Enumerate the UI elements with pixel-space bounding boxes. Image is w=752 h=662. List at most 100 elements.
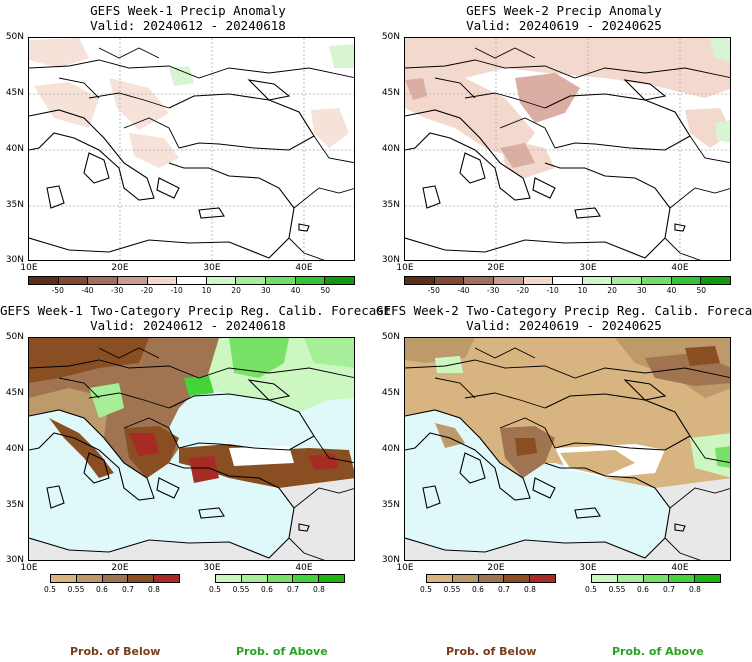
colorbar-label: 0.8 bbox=[524, 585, 536, 594]
lat-label: 40N bbox=[5, 444, 24, 454]
colorbar-label: -30 bbox=[487, 286, 500, 295]
lat-label: 30N bbox=[5, 255, 24, 265]
colorbar-swatch bbox=[553, 277, 583, 284]
colorbar-label: 0.8 bbox=[148, 585, 160, 594]
borders bbox=[405, 347, 730, 560]
colorbar-label: 0.6 bbox=[96, 585, 108, 594]
colorbar-label: 10 bbox=[201, 286, 212, 295]
panel-title: GEFS Week-2 Two-Category Precip Reg. Cal… bbox=[376, 303, 752, 318]
colorbar-label: 0.5 bbox=[420, 585, 432, 594]
anomaly-map bbox=[28, 37, 355, 261]
dry-anomaly-patches bbox=[405, 38, 730, 178]
panel-week1-anomaly: GEFS Week-1 Precip Anomaly Valid: 202406… bbox=[0, 0, 376, 300]
colorbar-label: 0.6 bbox=[261, 585, 273, 594]
lat-label: 35N bbox=[381, 500, 400, 510]
colorbar-swatch bbox=[76, 575, 103, 582]
lat-label: 30N bbox=[381, 255, 400, 265]
colorbar-label: 0.7 bbox=[287, 585, 299, 594]
probability-map bbox=[404, 337, 731, 561]
anomaly-map-svg bbox=[29, 38, 354, 260]
colorbar-swatch bbox=[51, 575, 77, 582]
colorbar-label: 0.7 bbox=[122, 585, 134, 594]
lat-label: 45N bbox=[5, 388, 24, 398]
colorbar-swatch bbox=[88, 277, 118, 284]
lon-label: 20E bbox=[111, 263, 129, 273]
colorbar-swatch bbox=[612, 277, 643, 284]
lon-label: 20E bbox=[487, 563, 505, 573]
colorbar-label: 40 bbox=[666, 286, 677, 295]
colorbar-label: 0.8 bbox=[689, 585, 701, 594]
colorbar-label: 0.55 bbox=[443, 585, 461, 594]
colorbar-swatch bbox=[58, 277, 89, 284]
colorbar-swatch bbox=[236, 277, 267, 284]
lat-label: 45N bbox=[5, 88, 24, 98]
colorbar-swatch bbox=[434, 277, 465, 284]
colorbar-swatch bbox=[592, 575, 618, 582]
colorbar-swatch bbox=[493, 277, 524, 284]
colorbar-swatch bbox=[643, 575, 670, 582]
colorbar-swatch bbox=[216, 575, 242, 582]
lat-label: 30N bbox=[381, 555, 400, 565]
colorbar-swatch bbox=[319, 575, 344, 582]
colorbar-swatch bbox=[504, 575, 531, 582]
wet-anomaly-patches bbox=[710, 38, 730, 143]
below-normal-land bbox=[29, 338, 354, 488]
colorbar-swatch bbox=[582, 277, 613, 284]
colorbar-swatch bbox=[530, 575, 555, 582]
lat-label: 50N bbox=[5, 332, 24, 342]
colorbar-swatch bbox=[267, 575, 294, 582]
colorbar-swatch bbox=[642, 277, 672, 284]
panel-week1-probability: GEFS Week-1 Two-Category Precip Reg. Cal… bbox=[0, 300, 391, 600]
colorbar-swatch bbox=[147, 277, 178, 284]
colorbar-label: -50 bbox=[51, 286, 64, 295]
lon-label: 10E bbox=[396, 563, 414, 573]
wet-anomaly-patches bbox=[169, 44, 354, 86]
colorbar-swatch bbox=[671, 277, 702, 284]
colorbar-label: -20 bbox=[516, 286, 530, 295]
colorbar-swatch bbox=[464, 277, 494, 284]
below-colorbar bbox=[50, 574, 180, 583]
lon-label: 10E bbox=[20, 263, 38, 273]
borders bbox=[29, 347, 354, 560]
graticule bbox=[405, 38, 730, 260]
graticule bbox=[29, 38, 354, 260]
colorbar-label: 10 bbox=[577, 286, 588, 295]
colorbar-swatch bbox=[405, 277, 435, 284]
colorbar-swatch bbox=[177, 277, 207, 284]
colorbar-swatch bbox=[117, 277, 148, 284]
colorbar-label: 50 bbox=[696, 286, 707, 295]
anomaly-map bbox=[404, 37, 731, 261]
below-colorbar-labels: 0.5 0.55 0.6 0.7 0.8 bbox=[420, 585, 556, 597]
colorbar-swatch bbox=[29, 277, 59, 284]
anomaly-colorbar-labels: -50 -40 -30 -20 -10 10 20 30 40 50 bbox=[28, 286, 355, 298]
colorbar-swatch bbox=[617, 575, 644, 582]
colorbar-label: 0.7 bbox=[663, 585, 675, 594]
borders bbox=[405, 47, 730, 260]
colorbar-swatch bbox=[695, 575, 720, 582]
panel-title: GEFS Week-1 Precip Anomaly bbox=[90, 3, 286, 18]
lon-label: 30E bbox=[203, 563, 221, 573]
below-normal-land bbox=[405, 338, 730, 488]
lat-label: 45N bbox=[381, 388, 400, 398]
colorbar-label: 0.55 bbox=[67, 585, 85, 594]
colorbar-label: 0.6 bbox=[472, 585, 484, 594]
lon-label: 40E bbox=[671, 263, 689, 273]
below-colorbar bbox=[426, 574, 556, 583]
panel-title: GEFS Week-2 Precip Anomaly bbox=[466, 3, 662, 18]
lon-label: 20E bbox=[487, 263, 505, 273]
colorbar-label: 0.6 bbox=[637, 585, 649, 594]
colorbar-swatch bbox=[523, 277, 554, 284]
colorbar-swatch bbox=[102, 575, 129, 582]
above-colorbar-labels: 0.5 0.55 0.6 0.7 0.8 bbox=[585, 585, 721, 597]
colorbar-label: 0.5 bbox=[44, 585, 56, 594]
colorbar-swatch bbox=[266, 277, 296, 284]
lat-label: 40N bbox=[5, 144, 24, 154]
prob-above-label: Prob. of Above bbox=[612, 645, 704, 658]
colorbar-swatch bbox=[293, 575, 320, 582]
colorbar-label: 30 bbox=[261, 286, 271, 295]
lat-label: 50N bbox=[381, 332, 400, 342]
dry-anomaly-patches bbox=[29, 38, 349, 168]
probability-map bbox=[28, 337, 355, 561]
colorbar-swatch bbox=[478, 575, 505, 582]
colorbar-label: -50 bbox=[427, 286, 440, 295]
